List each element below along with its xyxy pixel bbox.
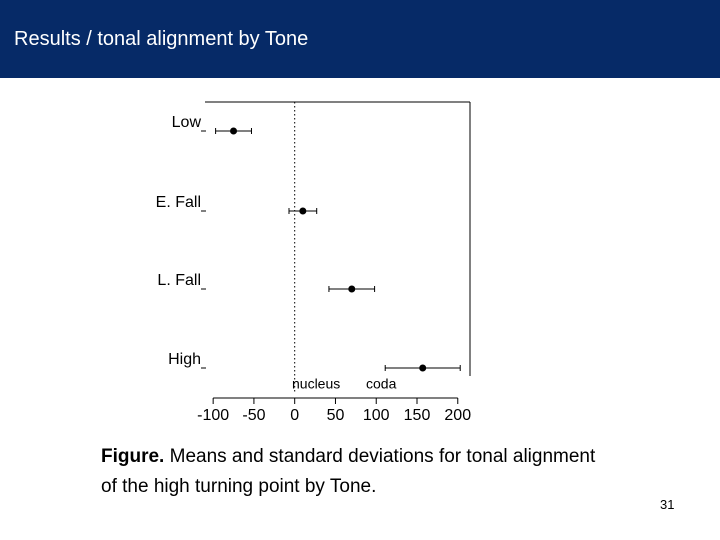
- x-tick-label: -50: [242, 407, 265, 424]
- caption: Figure. Means and standard deviations fo…: [101, 442, 601, 502]
- y-tick-label: High: [168, 351, 201, 368]
- slide-title: Results / tonal alignment by Tone: [14, 28, 309, 50]
- x-tick-label: 50: [327, 407, 345, 424]
- mean-dot: [419, 364, 427, 372]
- annotation: nucleus: [292, 376, 340, 392]
- caption-label: Figure.: [101, 446, 165, 467]
- x-tick-label: -100: [197, 407, 229, 424]
- mean-dot: [348, 285, 356, 293]
- caption-text: Means and standard deviations for tonal …: [101, 446, 596, 497]
- header-bar: Results / tonal alignment by Tone: [0, 0, 720, 78]
- x-tick-label: 0: [290, 407, 299, 424]
- mean-dot: [299, 207, 307, 215]
- mean-dot: [230, 127, 238, 135]
- y-tick-label: L. Fall: [157, 272, 201, 289]
- x-tick-label: 200: [444, 407, 471, 424]
- y-tick-label: Low: [172, 114, 202, 131]
- y-tick-label: E. Fall: [156, 194, 201, 211]
- annotation: coda: [366, 376, 397, 392]
- page-number: 31: [660, 497, 675, 512]
- x-tick-label: 100: [363, 407, 390, 424]
- x-tick-label: 150: [404, 407, 431, 424]
